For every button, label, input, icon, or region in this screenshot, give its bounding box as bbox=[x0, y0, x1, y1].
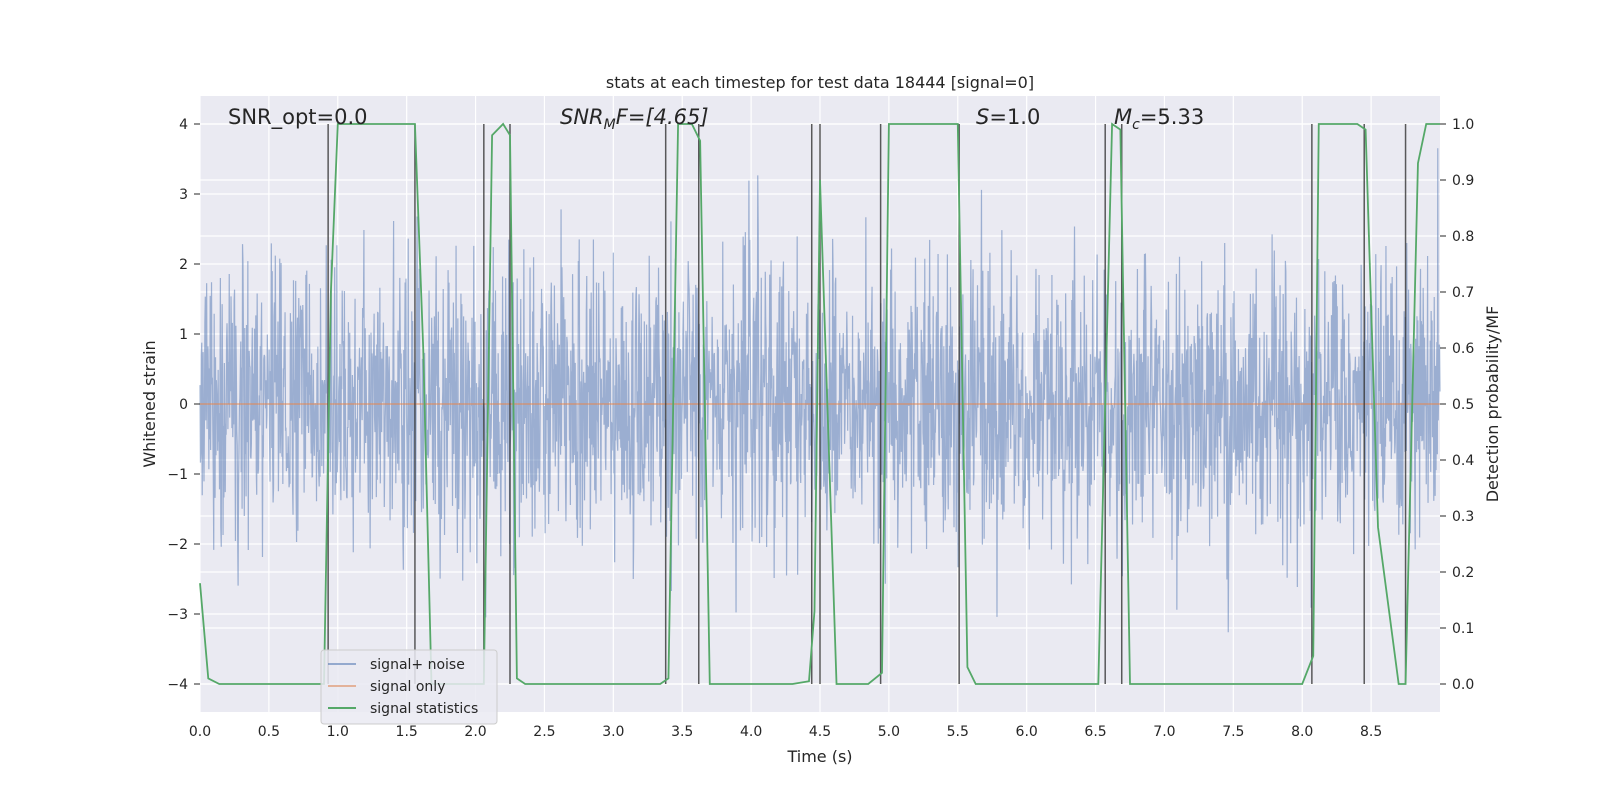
x-tick-label: 1.0 bbox=[327, 724, 349, 740]
y-right-tick-label: 0.9 bbox=[1452, 173, 1474, 189]
annotation-snr-mf: SNRMF=[4.65] bbox=[560, 105, 709, 133]
x-axis-ticks: 0.0 0.5 1.0 1.5 2.0 2.5 3.0 3.5 4.0 4.5 5.0 5.5 6.0 6… bbox=[189, 724, 1382, 740]
y-right-axis-label: Detection probability/MF bbox=[1483, 306, 1502, 503]
x-tick-label: 4.5 bbox=[809, 724, 831, 740]
chart-title: stats at each timestep for test data 184… bbox=[606, 73, 1034, 92]
y-axis-label: Whitened strain bbox=[140, 340, 159, 467]
x-tick-label: 0.5 bbox=[258, 724, 280, 740]
y-tick-label: 3 bbox=[179, 187, 188, 203]
y-tick-label: 0 bbox=[179, 397, 188, 413]
x-tick-label: 8.0 bbox=[1291, 724, 1313, 740]
x-tick-label: 3.5 bbox=[671, 724, 693, 740]
annotation-s: S=1.0 bbox=[976, 105, 1040, 129]
x-tick-label: 4.0 bbox=[740, 724, 762, 740]
x-tick-label: 7.0 bbox=[1153, 724, 1175, 740]
y-right-tick-label: 0.7 bbox=[1452, 285, 1474, 301]
legend-entry-stats: signal statistics bbox=[370, 701, 478, 717]
y-tick-label: −2 bbox=[167, 537, 188, 553]
y-right-tick-label: 0.8 bbox=[1452, 229, 1474, 245]
annotation-snr-opt: SNR_opt=0.0 bbox=[228, 105, 368, 130]
y-right-tick-label: 0.2 bbox=[1452, 565, 1474, 581]
y-right-tick-label: 0.5 bbox=[1452, 397, 1474, 413]
x-tick-label: 1.5 bbox=[396, 724, 418, 740]
y-tick-label: 4 bbox=[179, 117, 188, 133]
y-right-tick-label: 0.1 bbox=[1452, 621, 1474, 637]
x-tick-label: 5.0 bbox=[878, 724, 900, 740]
y-right-tick-label: 0.6 bbox=[1452, 341, 1474, 357]
legend-box bbox=[320, 649, 498, 725]
signal-statistics-series bbox=[199, 122, 1440, 685]
y-right-tick-label: 0.3 bbox=[1452, 509, 1474, 525]
x-tick-label: 3.0 bbox=[602, 724, 624, 740]
y-tick-label: −3 bbox=[167, 607, 188, 623]
signal-statistics-line bbox=[199, 122, 1440, 685]
y-tick-label: −4 bbox=[167, 677, 188, 693]
y-tick-label: −1 bbox=[167, 467, 188, 483]
legend-entry-signal: signal only bbox=[370, 679, 445, 695]
x-tick-label: 7.5 bbox=[1222, 724, 1244, 740]
y-tick-label: 1 bbox=[179, 327, 188, 343]
x-tick-label: 5.5 bbox=[947, 724, 969, 740]
x-tick-label: 6.0 bbox=[1016, 724, 1038, 740]
y-axis-ticks: −4 −3 −2 −1 0 1 2 3 4 bbox=[167, 117, 200, 693]
y-right-tick-label: 1.0 bbox=[1452, 117, 1474, 133]
x-tick-label: 2.5 bbox=[533, 724, 555, 740]
annotation-mc: Mc=5.33 bbox=[1114, 105, 1204, 133]
y-right-axis-ticks: 0.0 0.1 0.2 0.3 0.4 0.5 0.6 0.7 0.8 0.9 1.0 bbox=[1440, 117, 1474, 693]
x-tick-label: 0.0 bbox=[189, 724, 211, 740]
y-right-tick-label: 0.0 bbox=[1452, 677, 1474, 693]
legend: signal+ noise signal only signal statist… bbox=[320, 649, 498, 725]
legend-entry-noise: signal+ noise bbox=[370, 657, 465, 673]
y-right-tick-label: 0.4 bbox=[1452, 453, 1474, 469]
x-tick-label: 8.5 bbox=[1360, 724, 1382, 740]
x-tick-label: 6.5 bbox=[1084, 724, 1106, 740]
x-axis-label: Time (s) bbox=[786, 747, 852, 766]
x-tick-label: 2.0 bbox=[464, 724, 486, 740]
y-tick-label: 2 bbox=[179, 257, 188, 273]
